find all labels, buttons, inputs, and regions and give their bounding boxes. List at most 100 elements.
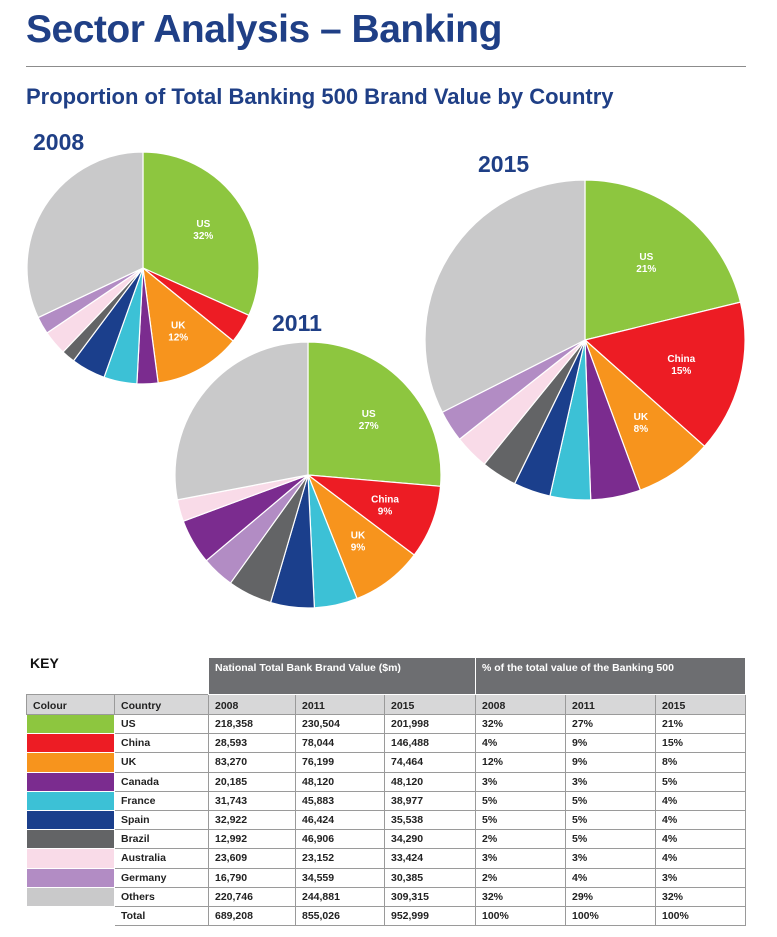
pie-slice-others [174, 341, 309, 501]
key-cell-country: China [114, 733, 209, 754]
key-cell-value-2011: 855,026 [295, 905, 385, 927]
title-divider [26, 66, 746, 67]
key-cell-country: France [114, 790, 209, 811]
key-header-pct-2008: 2008 [475, 694, 566, 715]
key-cell-value-2008: 12,992 [208, 829, 296, 850]
colour-swatch [26, 867, 115, 888]
slice-label-percent: 27% [359, 421, 379, 432]
key-cell-value-2015: 48,120 [384, 771, 476, 792]
key-cell-value-2011: 34,559 [295, 867, 385, 888]
key-cell-pct-2008: 5% [475, 809, 566, 831]
key-row: Canada 20,185 48,120 48,120 3% 3% 5% [26, 771, 747, 792]
slice-label-percent: 21% [636, 264, 656, 275]
key-cell-country: UK [114, 752, 209, 773]
key-cell-value-2008: 32,922 [208, 809, 296, 831]
key-cell-value-2015: 35,538 [384, 809, 476, 831]
key-cell-pct-2008: 5% [475, 790, 566, 811]
pie-slice-uk [142, 266, 235, 384]
colour-swatch [26, 771, 115, 792]
key-header-pct-2011: 2011 [565, 694, 656, 715]
key-group-pct: % of the total value of the Banking 500 [474, 657, 747, 695]
key-cell-pct-2011: 100% [565, 905, 656, 927]
colour-swatch [26, 886, 115, 907]
key-cell-value-2011: 244,881 [295, 886, 385, 907]
key-row: Others 220,746 244,881 309,315 32% 29% 32% [26, 886, 747, 907]
key-cell-pct-2015: 15% [654, 733, 747, 754]
slice-label-percent: 15% [671, 366, 691, 377]
key-row: Germany 16,790 34,559 30,385 2% 4% 3% [26, 867, 747, 888]
key-row: Spain 32,922 46,424 35,538 5% 5% 4% [26, 809, 747, 831]
key-cell-value-2015: 952,999 [384, 905, 476, 927]
key-row: Brazil 12,992 46,906 34,290 2% 5% 4% [26, 829, 747, 850]
key-cell-value-2015: 201,998 [384, 713, 476, 735]
key-cell-value-2015: 74,464 [384, 752, 476, 773]
slice-label-name: China [667, 354, 695, 365]
key-cell-value-2008: 689,208 [208, 905, 296, 927]
key-header-country: Country [114, 694, 209, 715]
key-row: China 28,593 78,044 146,488 4% 9% 15% [26, 733, 747, 754]
key-cell-pct-2011: 3% [565, 848, 656, 869]
colour-swatch [26, 905, 115, 927]
slice-label-name: US [639, 252, 653, 263]
pie-slice-china [583, 301, 746, 448]
key-column-headers: Colour Country 2008 2011 2015 2008 2011 … [26, 694, 747, 715]
key-row: Australia 23,609 23,152 33,424 3% 3% 4% [26, 848, 747, 869]
key-cell-pct-2011: 3% [565, 771, 656, 792]
key-row: UK 83,270 76,199 74,464 12% 9% 8% [26, 752, 747, 773]
key-cell-pct-2015: 5% [654, 771, 747, 792]
colour-swatch [26, 829, 115, 850]
key-cell-pct-2015: 4% [654, 809, 747, 831]
pie-year-label: 2015 [478, 151, 529, 177]
key-cell-pct-2015: 21% [654, 713, 747, 735]
slice-label-name: US [196, 219, 210, 230]
key-cell-pct-2011: 9% [565, 733, 656, 754]
slice-label-name: China [371, 495, 399, 506]
key-cell-pct-2008: 3% [475, 848, 566, 869]
slice-label-name: US [362, 409, 376, 420]
key-cell-pct-2008: 100% [475, 905, 566, 927]
key-cell-country: Australia [114, 848, 209, 869]
key-cell-value-2008: 220,746 [208, 886, 296, 907]
key-cell-value-2008: 23,609 [208, 848, 296, 869]
key-header-colour: Colour [26, 694, 115, 715]
key-cell-value-2011: 76,199 [295, 752, 385, 773]
pie-slice-us [142, 151, 260, 317]
key-group-value: National Total Bank Brand Value ($m) [208, 657, 476, 695]
pie-slice-others [424, 179, 586, 414]
colour-swatch [26, 733, 115, 754]
key-cell-country: Canada [114, 771, 209, 792]
key-cell-pct-2015: 4% [654, 829, 747, 850]
key-cell-value-2015: 38,977 [384, 790, 476, 811]
key-cell-pct-2011: 5% [565, 829, 656, 850]
key-cell-value-2011: 48,120 [295, 771, 385, 792]
key-cell-value-2008: 31,743 [208, 790, 296, 811]
key-cell-country: Total [114, 905, 209, 927]
key-cell-pct-2008: 32% [475, 713, 566, 735]
key-cell-pct-2015: 3% [654, 867, 747, 888]
key-cell-value-2008: 16,790 [208, 867, 296, 888]
key-cell-pct-2008: 3% [475, 771, 566, 792]
key-header-pct-2015: 2015 [654, 694, 747, 715]
key-header-value-2008: 2008 [208, 694, 296, 715]
key-cell-pct-2011: 5% [565, 809, 656, 831]
slice-label-percent: 9% [351, 543, 366, 554]
key-cell-pct-2008: 2% [475, 867, 566, 888]
key-cell-value-2011: 23,152 [295, 848, 385, 869]
key-table: National Total Bank Brand Value ($m) % o… [26, 657, 747, 927]
key-cell-country: US [114, 713, 209, 735]
slice-label-percent: 32% [193, 231, 213, 242]
colour-swatch [26, 790, 115, 811]
pie-year-label: 2008 [33, 129, 84, 155]
slice-label-percent: 8% [634, 424, 649, 435]
key-group-blank [27, 658, 209, 695]
key-header-value-2011: 2011 [295, 694, 385, 715]
slice-label-percent: 9% [378, 507, 393, 518]
colour-swatch [26, 752, 115, 773]
key-cell-country: Spain [114, 809, 209, 831]
colour-swatch [26, 713, 115, 735]
pie-year-label: 2011 [272, 310, 322, 336]
key-cell-pct-2011: 4% [565, 867, 656, 888]
key-cell-value-2011: 45,883 [295, 790, 385, 811]
